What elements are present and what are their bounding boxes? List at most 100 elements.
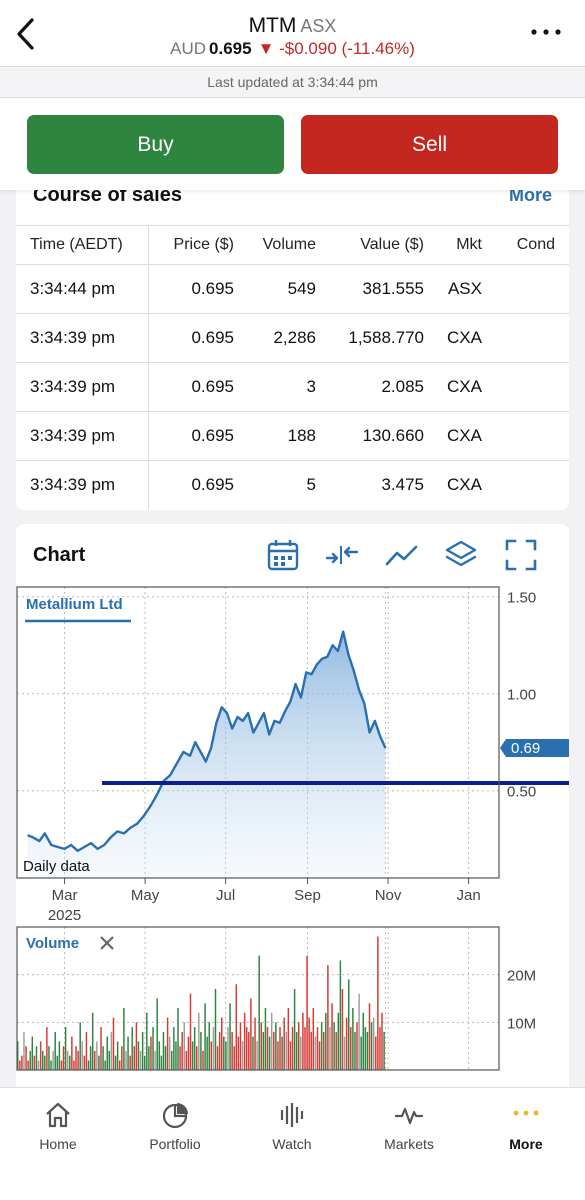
volume-bar (293, 989, 296, 1070)
volume-bar (347, 979, 350, 1070)
volume-bar (223, 1036, 225, 1070)
volume-bar (354, 1031, 356, 1070)
nav-markets-label: Markets (384, 1136, 434, 1152)
volume-bar (108, 1050, 111, 1070)
volume-bar (119, 1060, 121, 1070)
volume-bar (368, 1003, 371, 1070)
volume-bar (193, 1027, 196, 1070)
trade-bar: Buy Sell (0, 98, 585, 190)
last-updated: Last updated at 3:34:44 pm (0, 66, 585, 98)
volume-bar (245, 1027, 248, 1070)
change-value: -$0.090 (-11.46%) (279, 39, 415, 58)
volume-bar (33, 1055, 36, 1070)
volume-bar (212, 1027, 215, 1070)
volume-bar (381, 1012, 383, 1070)
col-value: Value ($) (316, 225, 424, 265)
more-options-icon[interactable] (529, 22, 563, 42)
volume-bar (56, 1055, 59, 1070)
price-x-tick-label: Nov (375, 887, 402, 904)
volume-bar (352, 1008, 354, 1070)
volume-bar (308, 1017, 310, 1070)
volume-bar (225, 1041, 227, 1070)
volume-bar (66, 1050, 69, 1070)
indicator-line-icon[interactable] (385, 538, 419, 572)
chart-card: Chart Metallium Ltd (16, 524, 569, 1104)
layers-icon[interactable] (444, 538, 478, 572)
volume-bar (148, 1046, 150, 1070)
volume-bar (264, 1008, 267, 1070)
volume-bar (218, 1031, 221, 1070)
volume-bar (283, 1017, 285, 1070)
volume-bar (150, 1036, 152, 1070)
table-row: 3:34:39 pm 0.695 5 3.475 CXA (16, 460, 569, 510)
volume-bar (318, 1041, 321, 1070)
volume-bar (375, 1036, 377, 1070)
volume-bar (210, 1041, 213, 1070)
compare-icon[interactable] (325, 538, 359, 572)
volume-plot-frame (16, 926, 500, 1071)
cell-time: 3:34:39 pm (16, 460, 149, 510)
price-y-tick-label: 1.50 (507, 590, 536, 607)
volume-bar (285, 1031, 287, 1070)
volume-bar (268, 1036, 271, 1070)
volume-bar (139, 1050, 142, 1070)
volume-bar (266, 1027, 269, 1070)
course-of-sales-more-link[interactable]: More (508, 185, 552, 205)
price-chart[interactable]: Metallium Ltd Daily data 1.50 1.00 0.50 Ma… (16, 524, 569, 1104)
currency: AUD (170, 39, 207, 58)
volume-bar (360, 1036, 362, 1070)
volume-bar (62, 1046, 65, 1070)
volume-bar (71, 1036, 73, 1070)
volume-bar (233, 1046, 235, 1070)
nav-watch-label: Watch (272, 1136, 312, 1152)
volume-bar (275, 1022, 277, 1070)
last-price: 0.695 (209, 39, 252, 58)
volume-bar (196, 1046, 198, 1070)
cell-time: 3:34:39 pm (16, 411, 149, 461)
volume-bar (191, 1041, 194, 1070)
volume-bar (270, 1012, 273, 1070)
volume-bar (79, 1022, 81, 1070)
back-icon[interactable] (10, 14, 42, 54)
cell-market: ASX (424, 264, 494, 314)
price-x-tick-label: 2025 (48, 907, 81, 924)
volume-bar (44, 1055, 46, 1070)
col-market: Mkt (424, 225, 494, 265)
bottom-nav: Home Portfolio Watch Markets More (0, 1087, 585, 1200)
volume-bar (379, 1027, 381, 1070)
exchange: ASX (300, 16, 337, 36)
cell-market: CXA (424, 411, 494, 461)
volume-bar (237, 1036, 240, 1070)
volume-bar (287, 1008, 290, 1070)
price-x-tick-label: Sep (294, 887, 321, 904)
volume-bar (310, 1031, 312, 1070)
volume-bar (156, 998, 158, 1070)
volume-bar (121, 1046, 123, 1070)
volume-bar (83, 1055, 86, 1070)
volume-bar (127, 1036, 129, 1070)
cell-condition (494, 362, 569, 412)
buy-button[interactable]: Buy (27, 115, 284, 174)
nav-markets[interactable]: Markets (364, 1100, 454, 1160)
volume-bar (137, 1041, 140, 1070)
nav-home[interactable]: Home (13, 1100, 103, 1160)
nav-more[interactable]: More (481, 1100, 571, 1160)
nav-watch[interactable]: Watch (247, 1100, 337, 1160)
sell-button[interactable]: Sell (301, 115, 558, 174)
course-of-sales-table: Time (AEDT) Price ($) Volume Value ($) M… (16, 225, 569, 510)
volume-bar (241, 1041, 244, 1070)
nav-portfolio[interactable]: Portfolio (130, 1100, 220, 1160)
fullscreen-icon[interactable] (504, 538, 538, 572)
close-volume-icon[interactable] (100, 936, 114, 950)
calendar-icon[interactable] (266, 538, 300, 572)
volume-bar (141, 1031, 144, 1070)
volume-bar (279, 1027, 281, 1070)
volume-bar (258, 955, 260, 1070)
volume-bar (189, 993, 192, 1070)
volume-bar (362, 1012, 365, 1070)
table-row: 3:34:39 pm 0.695 188 130.660 CXA (16, 411, 569, 461)
cell-volume: 5 (234, 460, 316, 510)
cell-price: 0.695 (148, 362, 234, 412)
cell-market: CXA (424, 460, 494, 510)
volume-bar (204, 1003, 206, 1070)
